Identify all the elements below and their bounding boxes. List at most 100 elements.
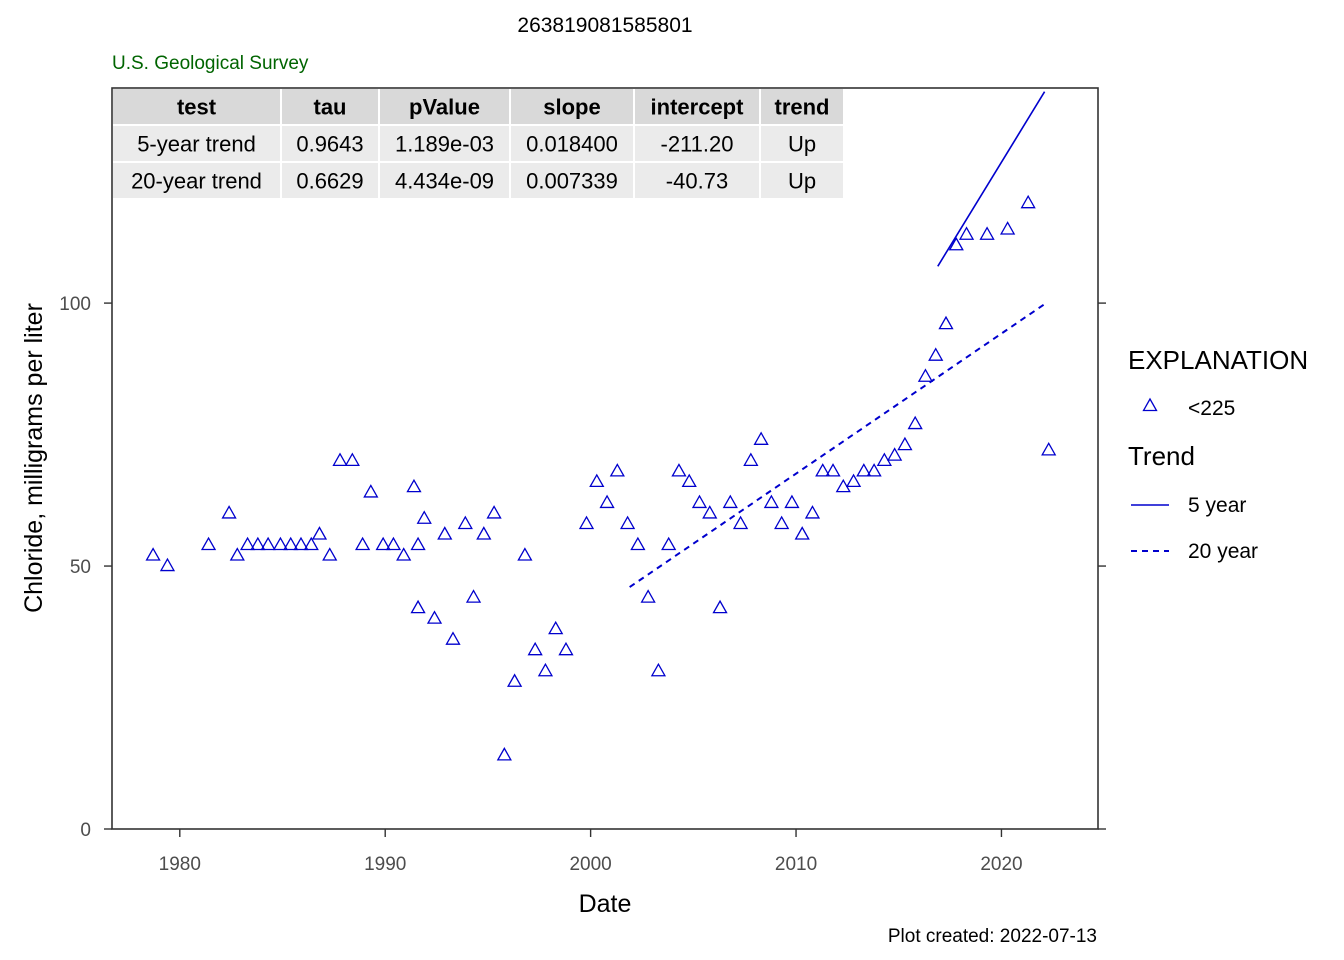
trend-line-5-year xyxy=(937,91,1046,267)
y-tick-label: 50 xyxy=(70,557,91,578)
data-point xyxy=(517,547,533,561)
x-tick-label: 1990 xyxy=(364,854,406,875)
data-point xyxy=(537,662,554,677)
legend: EXPLANATION <225 Trend 5 year 20 year xyxy=(1128,345,1308,563)
x-tick-label: 2020 xyxy=(980,854,1022,875)
table-cell-bg xyxy=(635,126,759,161)
table-header: tau xyxy=(314,95,347,120)
data-point xyxy=(958,226,975,240)
data-point xyxy=(426,610,443,624)
data-point xyxy=(354,536,371,551)
data-point xyxy=(465,589,482,603)
legend-title: EXPLANATION xyxy=(1128,345,1308,375)
data-point xyxy=(876,452,892,467)
data-point xyxy=(272,536,289,551)
data-point xyxy=(763,494,780,509)
table-cell: -40.73 xyxy=(666,169,728,194)
x-tick-label: 2010 xyxy=(775,854,817,875)
y-axis-title: Chloride, milligrams per liter xyxy=(20,303,48,613)
data-point xyxy=(835,478,851,493)
data-point xyxy=(917,368,934,382)
data-point xyxy=(250,536,266,551)
table-cell: 4.434e-09 xyxy=(395,169,494,194)
data-point xyxy=(200,536,217,551)
data-point xyxy=(457,515,473,530)
legend-20yr-label: 20 year xyxy=(1188,540,1258,563)
table-header-cell-bg xyxy=(511,89,633,124)
data-point xyxy=(332,452,348,467)
table-cell: 20-year trend xyxy=(131,169,262,194)
legend-5yr-label: 5 year xyxy=(1188,494,1246,517)
data-point xyxy=(979,226,995,240)
data-point xyxy=(907,415,923,430)
table-cell: 0.9643 xyxy=(296,132,363,157)
data-point xyxy=(410,599,426,614)
data-point xyxy=(548,620,564,635)
table-header-cell-bg xyxy=(282,89,378,124)
data-point xyxy=(722,494,738,509)
table-cell: 1.189e-03 xyxy=(395,132,494,157)
data-point xyxy=(712,599,728,614)
table-header-cell-bg xyxy=(380,89,509,124)
y-tick-label: 0 xyxy=(80,820,91,841)
data-point xyxy=(938,315,954,330)
data-point xyxy=(363,484,379,498)
table-header-cell-bg xyxy=(761,89,843,124)
table-cell: -211.20 xyxy=(661,132,734,157)
table-cell-bg xyxy=(282,126,378,161)
data-point xyxy=(445,631,461,645)
table-cell: Up xyxy=(788,169,816,194)
data-point xyxy=(396,547,412,561)
trend-lines xyxy=(629,91,1046,588)
data-point xyxy=(496,747,512,761)
y-axis: 0 50 100 xyxy=(59,294,1106,841)
table-header: slope xyxy=(543,95,600,120)
data-point xyxy=(640,589,656,603)
data-point xyxy=(1041,442,1057,456)
data-point xyxy=(948,236,964,251)
table-cell-bg xyxy=(282,163,378,198)
data-point xyxy=(856,463,872,477)
data-point xyxy=(410,536,426,551)
data-point xyxy=(599,494,615,509)
legend-triangle-icon xyxy=(1142,397,1158,412)
table-cell-bg xyxy=(380,126,509,161)
x-axis-title: Date xyxy=(579,890,632,918)
data-point xyxy=(702,505,718,519)
data-point xyxy=(283,536,299,551)
table-cell: 5-year trend xyxy=(137,132,256,157)
plot-created-note: Plot created: 2022-07-13 xyxy=(888,926,1097,947)
data-point xyxy=(784,494,800,509)
data-point xyxy=(416,510,432,524)
data-point xyxy=(1020,194,1036,209)
table-cell: 0.018400 xyxy=(526,132,618,157)
data-point xyxy=(229,547,245,561)
data-point xyxy=(293,536,309,551)
data-point xyxy=(661,536,677,551)
data-point xyxy=(1000,221,1016,235)
table-cell-bg xyxy=(761,163,843,198)
data-points xyxy=(145,194,1057,761)
data-point xyxy=(239,536,256,551)
table-cell: Up xyxy=(788,132,816,157)
data-point xyxy=(681,473,697,488)
legend-trend-title: Trend xyxy=(1128,441,1195,471)
data-point xyxy=(303,536,319,551)
data-point xyxy=(804,505,821,519)
data-point xyxy=(322,547,338,561)
data-point xyxy=(619,515,636,530)
data-point xyxy=(630,536,646,551)
data-point xyxy=(897,436,913,451)
data-point xyxy=(825,463,841,477)
trend-line-20-year xyxy=(629,303,1046,588)
x-tick-label: 2000 xyxy=(569,854,611,875)
table-cell: 0.007339 xyxy=(526,169,618,194)
data-point xyxy=(609,463,625,477)
y-tick-label: 100 xyxy=(59,294,91,315)
data-point xyxy=(815,463,831,477)
data-point xyxy=(650,662,667,677)
data-point xyxy=(260,536,276,551)
data-point xyxy=(732,515,749,530)
table-header-cell-bg xyxy=(113,89,280,124)
